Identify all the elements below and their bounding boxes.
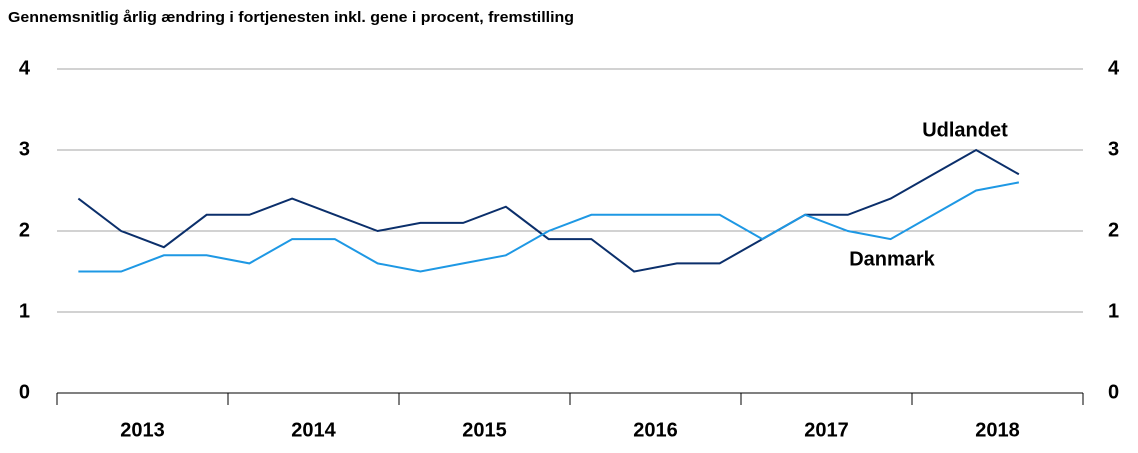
x-tick-label: 2014 xyxy=(291,419,336,441)
series-label: Danmark xyxy=(849,248,935,270)
y-tick-label: 2 xyxy=(19,219,30,241)
y2-tick-label: 1 xyxy=(1108,300,1119,322)
y-tick-label: 4 xyxy=(19,57,31,79)
y2-tick-label: 0 xyxy=(1108,381,1119,403)
y-tick-label: 3 xyxy=(19,138,30,160)
line-series xyxy=(78,181,1020,273)
x-tick-label: 2018 xyxy=(975,419,1020,441)
series-label: Udlandet xyxy=(922,119,1008,141)
y2-tick-label: 4 xyxy=(1108,57,1120,79)
y2-tick-label: 2 xyxy=(1108,219,1119,241)
x-tick-label: 2015 xyxy=(462,419,507,441)
chart-title: Gennemsnitlig årlig ændring i fortjenest… xyxy=(8,9,574,26)
y2-tick-label: 3 xyxy=(1108,138,1119,160)
y-tick-label: 1 xyxy=(19,300,30,322)
x-tick-label: 2016 xyxy=(633,419,678,441)
x-tick-label: 2013 xyxy=(120,419,165,441)
y-tick-label: 0 xyxy=(19,381,30,403)
line-series xyxy=(77,148,1020,273)
x-tick-label: 2017 xyxy=(804,419,849,441)
